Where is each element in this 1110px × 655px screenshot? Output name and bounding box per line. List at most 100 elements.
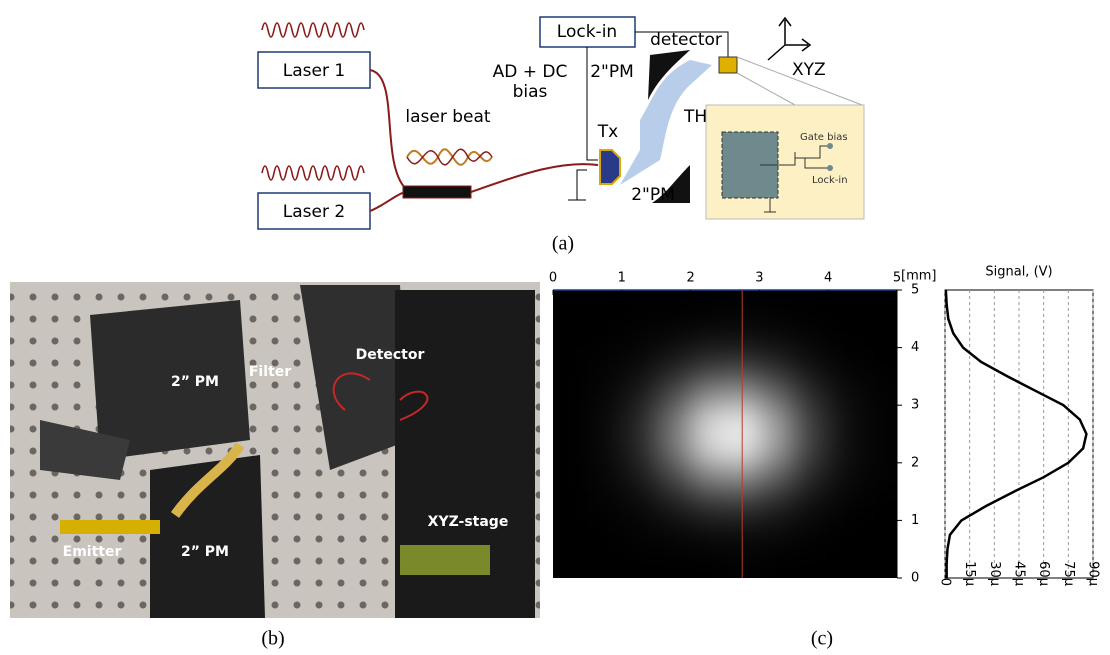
heatmap-cell <box>863 463 898 492</box>
heatmap-cell <box>587 348 622 377</box>
heatmap-cell <box>553 463 588 492</box>
label: Tx <box>597 122 618 142</box>
caption: (b) <box>261 628 284 650</box>
heatmap-cell <box>622 520 657 549</box>
heatmap-cell <box>691 520 726 549</box>
pin <box>827 143 833 149</box>
y-tick-label: 4 <box>911 340 919 355</box>
tape <box>400 545 490 575</box>
heatmap-cell <box>759 520 794 549</box>
heatmap-cell <box>622 319 657 348</box>
axes-icon <box>768 18 810 60</box>
setup-diagram: Laser 1 Laser 2 laser beat Lock-in AD + … <box>258 17 864 229</box>
heatmap-cell <box>691 290 726 319</box>
heatmap-cell <box>759 405 794 434</box>
label: bias <box>513 82 548 102</box>
x-tick-label: 0 <box>549 271 557 286</box>
x-axis-label: [mm] <box>901 269 936 284</box>
heatmap-cell <box>553 348 588 377</box>
signal-line <box>946 290 1087 578</box>
heatmap-cell <box>622 549 657 578</box>
y-tick-label: 1 <box>911 513 919 528</box>
photo-label: 2” PM <box>181 544 229 560</box>
heatmap-cell <box>828 290 863 319</box>
heatmap-cell <box>691 319 726 348</box>
heatmap-cell <box>863 405 898 434</box>
heatmap-cell <box>587 376 622 405</box>
annotation: 620 GHz <box>559 561 615 576</box>
heatmap-cell <box>656 549 691 578</box>
emitter <box>60 520 160 534</box>
figure: Laser 1 Laser 2 laser beat Lock-in AD + … <box>0 0 1110 655</box>
heatmap-cell <box>656 348 691 377</box>
heatmap-cell <box>794 319 829 348</box>
heatmap-cell <box>863 376 898 405</box>
heatmap-cell <box>759 290 794 319</box>
heatmap-cell <box>622 290 657 319</box>
photo: 2” PM Filter Detector Emitter 2” PM XYZ-… <box>10 282 540 618</box>
heatmap-cell <box>656 434 691 463</box>
heatmap-cell <box>553 434 588 463</box>
heatmap-cell <box>759 434 794 463</box>
heatmap-cell <box>794 376 829 405</box>
heatmap-cell <box>828 434 863 463</box>
detector <box>719 57 737 73</box>
label: Lock-in <box>812 175 848 186</box>
heatmap-cell <box>691 492 726 521</box>
label: Gate bias <box>800 132 848 143</box>
heatmap-cell <box>691 463 726 492</box>
x-tick-label: 2 <box>686 271 694 286</box>
y-tick-label: 2 <box>911 455 919 470</box>
heatmap-cell <box>794 492 829 521</box>
heatmap-cell <box>794 434 829 463</box>
heatmap-cell <box>863 348 898 377</box>
heatmap-cell <box>828 319 863 348</box>
x-tick-label: 90μ <box>1086 561 1101 586</box>
heatmap-cell <box>794 348 829 377</box>
heatmap-cell <box>553 520 588 549</box>
photo-label: Filter <box>249 364 291 380</box>
heatmap-cell <box>828 549 863 578</box>
laser-wave <box>262 23 364 37</box>
label: Laser 1 <box>283 61 345 81</box>
x-tick-label: 4 <box>824 271 832 286</box>
heatmap-cell <box>794 405 829 434</box>
heatmap-cell <box>691 405 726 434</box>
heatmap-cell <box>863 290 898 319</box>
heatmap-cell <box>656 319 691 348</box>
heatmap-cell <box>691 348 726 377</box>
heatmap-cell <box>656 520 691 549</box>
heatmap-cells <box>553 290 898 579</box>
x-tick-label: 5 <box>893 271 901 286</box>
x-tick-label: 45μ <box>1012 561 1027 586</box>
heatmap-cell <box>553 319 588 348</box>
y-tick-label: 3 <box>911 398 919 413</box>
pin <box>827 165 833 171</box>
emitter <box>600 150 620 184</box>
heatmap-cell <box>587 405 622 434</box>
photo-label: Emitter <box>63 544 122 560</box>
heatmap-cell <box>622 376 657 405</box>
heatmap-cell <box>656 492 691 521</box>
heatmap-cell <box>553 492 588 521</box>
heatmap-cell <box>587 520 622 549</box>
heatmap-cell <box>794 463 829 492</box>
coupler <box>403 186 471 198</box>
x-tick-label: 15μ <box>962 561 977 586</box>
y-tick-label: 0 <box>911 571 919 586</box>
heatmap-cell <box>863 549 898 578</box>
label: laser beat <box>405 107 491 127</box>
chart-title: Signal, (V) <box>985 265 1052 280</box>
heatmap-cell <box>863 520 898 549</box>
heatmap-cell <box>863 319 898 348</box>
photo-label: XYZ-stage <box>428 514 509 530</box>
heatmap-cell <box>759 319 794 348</box>
heatmap-cell <box>759 463 794 492</box>
heatmap-cell <box>622 492 657 521</box>
heatmap-cell <box>587 492 622 521</box>
heatmap-cell <box>622 434 657 463</box>
heatmap-cell <box>794 520 829 549</box>
heatmap-cell <box>863 434 898 463</box>
caption: (c) <box>811 628 833 650</box>
